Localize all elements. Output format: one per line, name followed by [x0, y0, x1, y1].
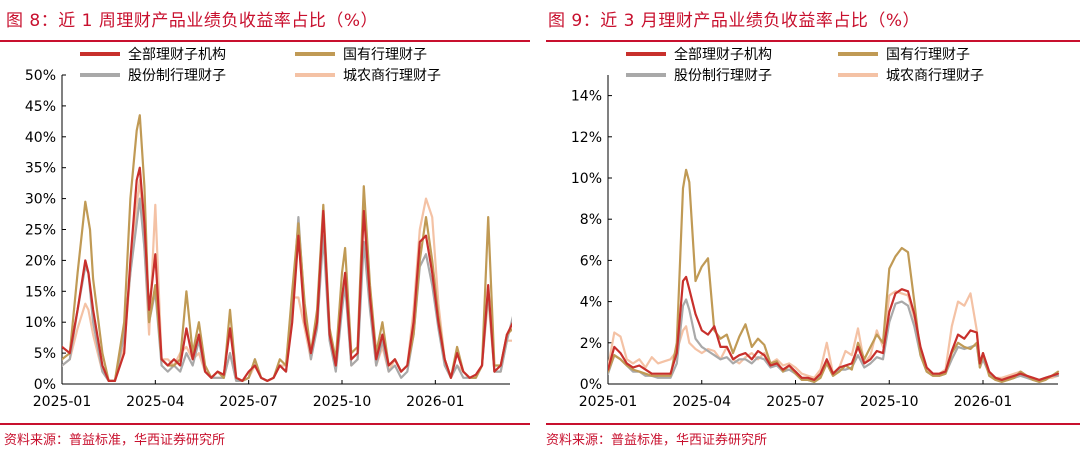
legend-label-2: 股份制行理财子	[674, 68, 772, 84]
legend-label-2: 股份制行理财子	[128, 68, 226, 84]
legend-label-3: 城农商行理财子	[886, 68, 984, 84]
y-tick-label: 0%	[580, 377, 602, 393]
legend-label-3: 城农商行理财子	[343, 68, 441, 84]
x-tick-label: 2026-01	[406, 394, 465, 410]
y-tick-label: 5%	[34, 346, 56, 362]
title-rule	[0, 40, 530, 42]
y-tick-label: 14%	[571, 89, 602, 105]
y-tick-label: 6%	[580, 253, 602, 269]
y-tick-label: 20%	[25, 253, 56, 269]
y-tick-label: 25%	[25, 223, 56, 239]
x-tick-label: 2025-10	[313, 394, 372, 410]
figure-8-title: 图 8：近 1 周理财产品业绩负收益率占比（%）	[6, 11, 378, 31]
y-tick-label: 0%	[34, 377, 56, 393]
y-tick-label: 30%	[25, 192, 56, 208]
figure-9-panel: 图 9：近 3 月理财产品业绩负收益率占比（%） 0% 2% 4% 6% 8% 10% 12…	[546, 0, 1080, 459]
x-tick-label: 2026-01	[954, 394, 1013, 410]
legend-label-1: 国有行理财子	[886, 47, 970, 63]
x-tick-label: 2025-01	[33, 394, 92, 410]
x-tick-label: 2025-07	[766, 394, 825, 410]
x-tick-label: 2025-10	[860, 394, 919, 410]
series-line-1	[608, 168, 1060, 383]
legend-label-1: 国有行理财子	[343, 47, 427, 63]
y-tick-label: 10%	[25, 315, 56, 331]
x-tick-label: 2025-04	[126, 394, 185, 410]
figure-9-title: 图 9：近 3 月理财产品业绩负收益率占比（%）	[548, 11, 920, 31]
y-tick-label: 35%	[25, 161, 56, 177]
x-tick-label: 2025-07	[219, 394, 278, 410]
legend-label-0: 全部理财子机构	[128, 46, 226, 63]
y-tick-label: 8%	[580, 212, 602, 228]
series-line-0	[62, 166, 512, 382]
figure-9-source: 资料来源：普益标准，华西证券研究所	[546, 433, 768, 448]
source-rule	[546, 423, 1080, 425]
x-tick-label: 2025-01	[579, 394, 638, 410]
x-tick-label: 2025-04	[673, 394, 732, 410]
legend-label-0: 全部理财子机构	[674, 46, 772, 63]
y-tick-label: 4%	[580, 295, 602, 311]
figure-8-chart: 0% 5% 10% 15% 20% 25% 30% 35% 40% 45% 50% 2025-01 20…	[25, 46, 512, 410]
figure-8-panel: 图 8：近 1 周理财产品业绩负收益率占比（%） 0% 5% 10% 15% 20% 25…	[0, 0, 530, 459]
title-rule	[546, 40, 1080, 42]
figure-8-source: 资料来源：普益标准，华西证券研究所	[4, 433, 226, 448]
y-tick-label: 15%	[25, 284, 56, 300]
y-tick-label: 40%	[25, 130, 56, 146]
y-tick-label: 50%	[25, 68, 56, 84]
y-tick-label: 45%	[25, 99, 56, 115]
y-tick-label: 2%	[580, 336, 602, 352]
series-line-0	[608, 275, 1060, 381]
source-rule	[0, 423, 530, 425]
y-tick-label: 10%	[571, 171, 602, 187]
y-tick-label: 12%	[571, 130, 602, 146]
figure-9-chart: 0% 2% 4% 6% 8% 10% 12% 14% 2025-01 2025-04 2025-07…	[571, 46, 1060, 410]
